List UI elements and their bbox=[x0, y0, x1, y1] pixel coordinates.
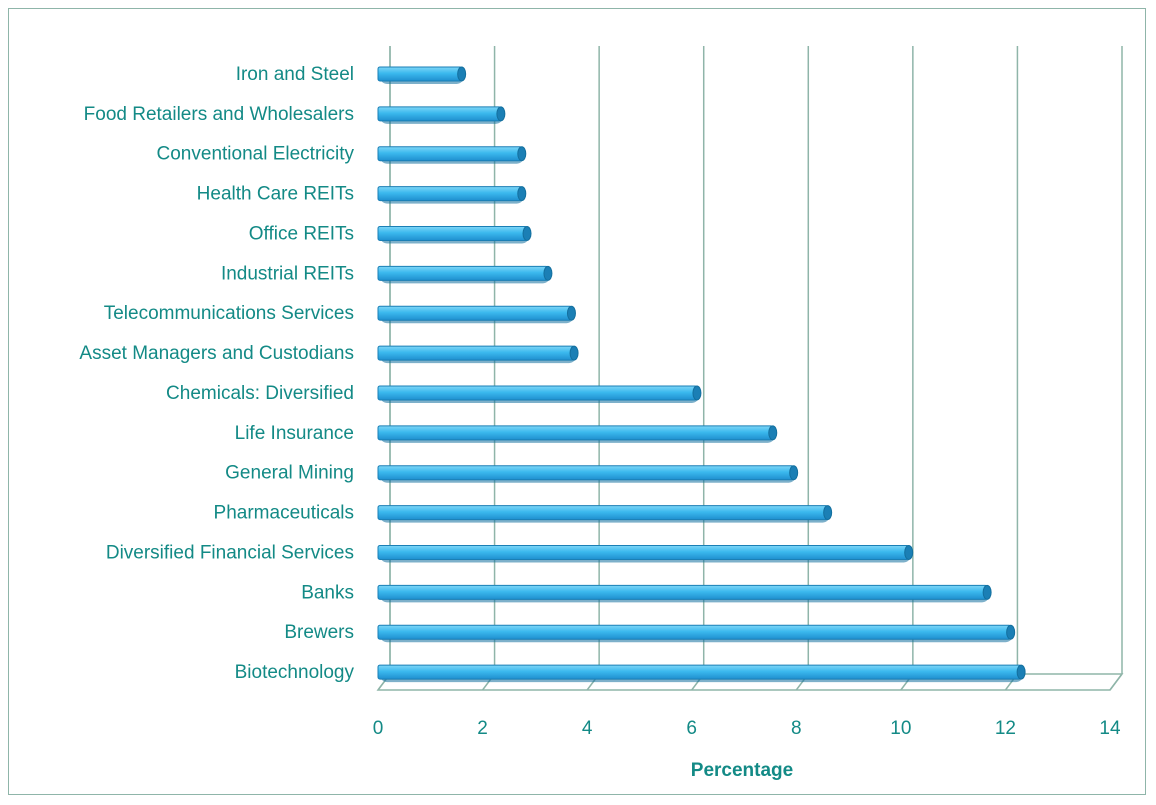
category-label: Diversified Financial Services bbox=[106, 542, 354, 563]
bar-body bbox=[377, 305, 572, 321]
x-tick-label: 12 bbox=[995, 718, 1016, 739]
bar bbox=[377, 385, 702, 403]
x-axis-title: Percentage bbox=[691, 760, 793, 781]
bar-end-cap bbox=[692, 385, 702, 401]
bar-end-cap bbox=[768, 425, 778, 441]
category-label: Biotechnology bbox=[235, 662, 355, 683]
x-tick-label: 8 bbox=[791, 718, 802, 739]
bar-body bbox=[377, 624, 1012, 640]
bar-body bbox=[377, 505, 829, 521]
bar bbox=[377, 305, 576, 324]
bar-body bbox=[377, 385, 698, 401]
bar-body bbox=[377, 584, 988, 600]
bar bbox=[377, 544, 914, 563]
category-label: Office REITs bbox=[249, 223, 354, 244]
bar-end-cap bbox=[789, 465, 799, 481]
bar bbox=[377, 225, 532, 244]
bar-end-cap bbox=[496, 106, 506, 122]
bar-body bbox=[377, 544, 910, 560]
bar-end-cap bbox=[1016, 664, 1026, 680]
category-label: Pharmaceuticals bbox=[214, 503, 354, 524]
bar-end-cap bbox=[517, 146, 527, 162]
bar-body bbox=[377, 186, 523, 202]
bar-body bbox=[377, 106, 502, 122]
bar-body bbox=[377, 425, 774, 441]
category-label: Telecommunications Services bbox=[104, 303, 354, 324]
bar bbox=[377, 624, 1016, 643]
category-label: Conventional Electricity bbox=[157, 144, 355, 165]
bar-body bbox=[377, 345, 575, 361]
category-label: Industrial REITs bbox=[221, 263, 354, 284]
x-tick-label: 0 bbox=[373, 718, 384, 739]
bar-end-cap bbox=[1006, 624, 1016, 640]
bar-end-cap bbox=[543, 265, 553, 281]
bar-body bbox=[377, 146, 523, 162]
bar bbox=[377, 465, 799, 483]
bar-end-cap bbox=[517, 186, 527, 202]
bar bbox=[377, 106, 506, 124]
bar-body bbox=[377, 66, 463, 82]
category-label: Health Care REITs bbox=[197, 184, 354, 205]
label-layer: 0 2 4 6 8 10 12 14 Iron and Steel Food Retailers … bbox=[79, 64, 1121, 739]
x-tick-label: 10 bbox=[890, 718, 911, 739]
bar bbox=[377, 186, 527, 204]
category-label: Food Retailers and Wholesalers bbox=[84, 104, 354, 125]
bar-body bbox=[377, 465, 795, 481]
bar-body bbox=[377, 664, 1022, 680]
bar-end-cap bbox=[823, 505, 833, 521]
bar bbox=[377, 345, 579, 364]
x-tick-label: 6 bbox=[686, 718, 697, 739]
bar-end-cap bbox=[566, 305, 576, 321]
bar-end-cap bbox=[982, 584, 992, 600]
category-label: Asset Managers and Custodians bbox=[79, 343, 354, 364]
bar-end-cap bbox=[522, 225, 532, 241]
category-label: Banks bbox=[301, 582, 354, 603]
gridline-floor-segment bbox=[1109, 673, 1123, 691]
bar-body bbox=[377, 265, 549, 281]
x-tick-label: 14 bbox=[1099, 718, 1121, 739]
bar bbox=[377, 425, 778, 443]
bar-body bbox=[377, 225, 528, 241]
bar-layer bbox=[377, 66, 1026, 683]
bar-end-cap bbox=[904, 544, 914, 560]
x-tick-label: 2 bbox=[477, 718, 488, 739]
bar bbox=[377, 505, 833, 523]
category-label: Iron and Steel bbox=[236, 64, 354, 85]
category-label: Life Insurance bbox=[235, 423, 354, 444]
bar bbox=[377, 584, 992, 603]
x-tick-label: 4 bbox=[582, 718, 593, 739]
bar bbox=[377, 664, 1026, 683]
bar-end-cap bbox=[457, 66, 467, 82]
bar bbox=[377, 265, 553, 284]
bar bbox=[377, 146, 527, 164]
bar bbox=[377, 66, 467, 84]
category-label: Brewers bbox=[284, 622, 354, 643]
category-label: Chemicals: Diversified bbox=[166, 383, 354, 404]
category-label: General Mining bbox=[225, 463, 354, 484]
bar-end-cap bbox=[569, 345, 579, 361]
